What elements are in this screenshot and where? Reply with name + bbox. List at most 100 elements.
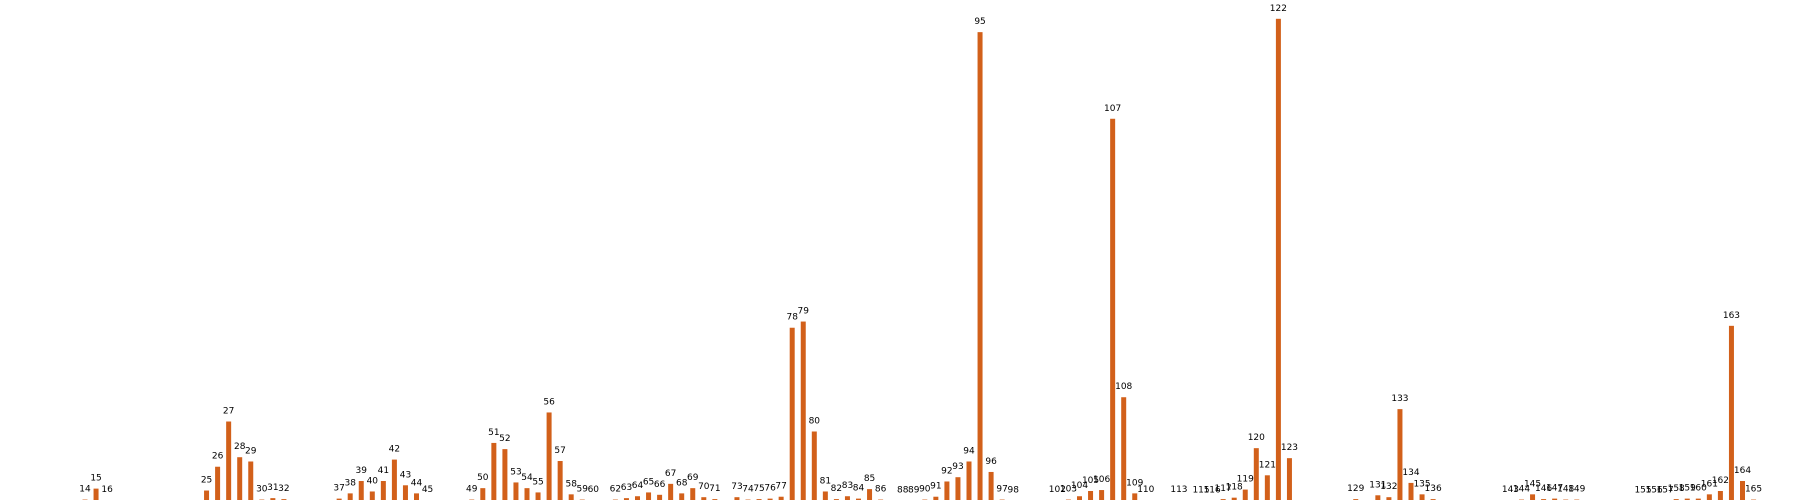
bar-label-57: 57 [554, 446, 565, 456]
bar-label-92: 92 [941, 466, 952, 476]
bar-106 [1099, 490, 1104, 500]
bar-83 [845, 496, 850, 500]
bar-161 [1707, 494, 1712, 500]
bar-145 [1530, 494, 1535, 500]
bar-label-28: 28 [234, 442, 246, 452]
bar-label-110: 110 [1137, 485, 1154, 495]
bar-label-55: 55 [532, 477, 543, 487]
bar-41 [381, 481, 386, 500]
bar-label-30: 30 [256, 485, 268, 495]
bar-label-16: 16 [101, 485, 113, 495]
bar-15 [94, 489, 99, 500]
bar-label-91: 91 [930, 482, 941, 492]
bar-69 [690, 488, 695, 500]
bar-label-53: 53 [510, 467, 521, 477]
bar-label-44: 44 [411, 478, 423, 488]
bar-label-15: 15 [90, 474, 101, 484]
bar-label-113: 113 [1170, 485, 1187, 495]
bar-44 [414, 493, 419, 500]
bar-27 [226, 422, 231, 500]
bar-label-129: 129 [1347, 484, 1364, 494]
bar-56 [547, 412, 552, 500]
bar-42 [392, 460, 397, 500]
bar-68 [679, 493, 684, 500]
bar-label-79: 79 [798, 307, 810, 317]
bar-label-60: 60 [588, 485, 600, 495]
bar-121 [1265, 475, 1270, 500]
bar-131 [1375, 495, 1380, 500]
bar-label-89: 89 [908, 486, 920, 496]
bar-43 [403, 485, 408, 500]
bar-94 [967, 461, 972, 500]
bar-label-54: 54 [521, 473, 533, 483]
bar-label-83: 83 [842, 481, 853, 491]
bar-104 [1077, 496, 1082, 500]
bar-label-108: 108 [1115, 382, 1132, 392]
bar-label-95: 95 [974, 17, 985, 27]
bar-label-163: 163 [1723, 311, 1740, 321]
bar-105 [1088, 491, 1093, 500]
bar-label-62: 62 [610, 485, 621, 495]
bar-label-73: 73 [731, 482, 742, 492]
bar-119 [1243, 490, 1248, 500]
bar-29 [248, 461, 253, 500]
bar-label-86: 86 [875, 485, 887, 495]
bar-40 [370, 491, 375, 500]
bar-label-134: 134 [1402, 468, 1419, 478]
bar-label-38: 38 [344, 478, 356, 488]
bar-54 [525, 488, 530, 500]
bar-label-67: 67 [665, 469, 676, 479]
bar-label-43: 43 [400, 470, 411, 480]
bar-label-120: 120 [1248, 433, 1265, 443]
bar-58 [569, 494, 574, 500]
bar-67 [668, 484, 673, 500]
bar-label-85: 85 [864, 474, 875, 484]
bar-120 [1254, 448, 1259, 500]
bar-133 [1397, 409, 1402, 500]
bar-label-41: 41 [378, 466, 389, 476]
bar-label-75: 75 [753, 484, 764, 494]
bar-95 [978, 32, 983, 500]
bar-78 [790, 328, 795, 500]
bar-label-50: 50 [477, 473, 489, 483]
bar-label-56: 56 [543, 397, 555, 407]
bar-label-63: 63 [621, 483, 632, 493]
bar-162 [1718, 491, 1723, 500]
bar-label-71: 71 [709, 484, 720, 494]
bar-label-162: 162 [1712, 476, 1729, 486]
bar-label-65: 65 [643, 477, 654, 487]
bar-28 [237, 457, 242, 500]
bar-label-49: 49 [466, 485, 478, 495]
bar-label-106: 106 [1093, 475, 1110, 485]
bar-label-29: 29 [245, 446, 257, 456]
bar-92 [944, 481, 949, 500]
bar-label-64: 64 [632, 481, 644, 491]
bar-label-132: 132 [1380, 482, 1397, 492]
bar-label-66: 66 [654, 480, 666, 490]
bar-label-123: 123 [1281, 443, 1298, 453]
bar-label-77: 77 [775, 482, 786, 492]
bar-series [83, 19, 1757, 500]
bar-96 [989, 472, 994, 500]
bar-50 [480, 488, 485, 500]
bar-label-107: 107 [1104, 104, 1121, 114]
bar-label-42: 42 [389, 445, 400, 455]
bar-65 [646, 492, 651, 500]
bar-label-122: 122 [1270, 4, 1287, 14]
bar-39 [359, 481, 364, 500]
bar-122 [1276, 19, 1281, 500]
bar-label-94: 94 [963, 446, 975, 456]
bar-label-59: 59 [577, 485, 589, 495]
bar-label-133: 133 [1391, 394, 1408, 404]
bar-55 [536, 492, 541, 500]
bar-label-27: 27 [223, 407, 234, 417]
bar-label-25: 25 [201, 476, 212, 486]
bar-label-164: 164 [1734, 466, 1751, 476]
bar-label-97: 97 [996, 485, 1007, 495]
bar-label-37: 37 [333, 484, 344, 494]
bar-label-31: 31 [267, 483, 278, 493]
bar-label-45: 45 [422, 485, 433, 495]
